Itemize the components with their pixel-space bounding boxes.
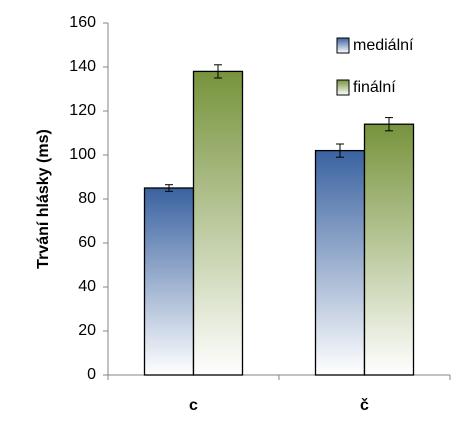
error-bar (214, 64, 222, 79)
y-tick-label: 60 (78, 234, 96, 251)
bar (314, 149, 366, 376)
bar (363, 123, 415, 376)
y-tick-label: 140 (69, 58, 96, 75)
error-bar (385, 117, 393, 132)
y-tick-label: 0 (87, 366, 96, 383)
y-tick-label: 100 (69, 146, 96, 163)
y-axis-label: Trvání hlásky (ms) (35, 129, 52, 269)
y-tick-label: 160 (69, 14, 96, 31)
error-bar (165, 184, 173, 192)
y-tick-label: 40 (78, 278, 96, 295)
legend-label: finální (353, 79, 396, 96)
legend-swatch (336, 37, 350, 54)
x-tick-label: č (360, 397, 369, 414)
y-tick-label: 120 (69, 102, 96, 119)
bar (143, 187, 195, 376)
error-bar (336, 143, 344, 158)
x-tick-label: c (189, 397, 198, 414)
y-tick-label: 20 (78, 322, 96, 339)
legend-label: mediální (353, 37, 414, 54)
bar (192, 70, 244, 376)
legend-swatch (336, 79, 350, 96)
y-tick-label: 80 (78, 190, 96, 207)
